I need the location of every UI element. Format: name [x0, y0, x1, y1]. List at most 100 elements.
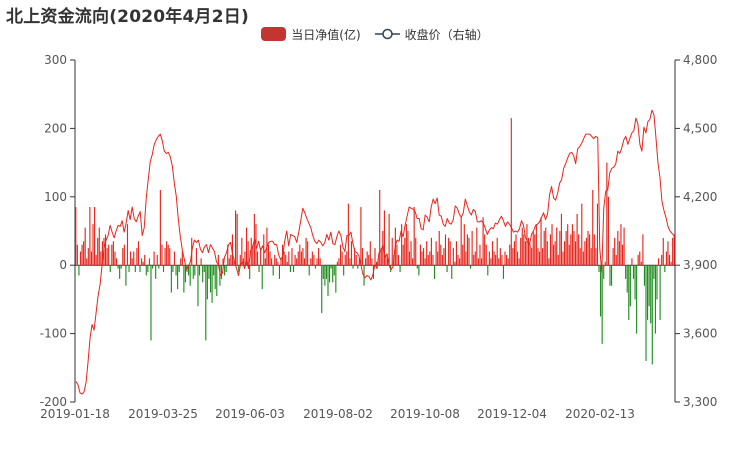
bar — [162, 265, 165, 273]
bar — [188, 265, 190, 276]
bar — [534, 234, 536, 266]
bar — [487, 265, 489, 276]
bar — [600, 265, 602, 317]
bar — [324, 265, 326, 286]
bar — [203, 265, 205, 273]
bar — [249, 265, 251, 279]
bar — [429, 251, 431, 266]
bar — [551, 224, 553, 266]
bar — [538, 251, 541, 266]
bar — [573, 231, 575, 266]
bar — [485, 244, 487, 266]
y-right-tick-label: 3,900 — [683, 258, 717, 272]
bar — [521, 227, 523, 266]
x-tick-label: 2019-06-03 — [215, 407, 285, 421]
bar — [532, 231, 534, 266]
y-right-tick-label: 4,800 — [683, 53, 717, 67]
x-tick-label: 2019-08-02 — [303, 407, 373, 421]
bar — [206, 265, 208, 300]
bar — [136, 248, 138, 266]
bar — [523, 234, 525, 266]
bar — [446, 265, 448, 273]
bar — [97, 237, 99, 266]
bar — [272, 265, 274, 276]
bar — [321, 265, 323, 314]
bar — [662, 237, 664, 266]
bar — [346, 251, 348, 266]
bar — [576, 213, 578, 266]
bar — [465, 251, 467, 266]
bar — [637, 254, 639, 266]
bar — [404, 237, 406, 266]
bar — [222, 258, 224, 266]
bar — [527, 237, 530, 266]
bar — [402, 244, 404, 266]
bar — [211, 265, 213, 303]
bar — [452, 248, 454, 266]
bar — [510, 118, 512, 266]
bar — [382, 231, 384, 266]
bar — [490, 258, 492, 266]
y-left-tick-label: 100 — [44, 190, 67, 204]
bar — [531, 248, 533, 266]
bar — [405, 224, 407, 266]
bar — [239, 254, 241, 266]
bar — [610, 265, 613, 286]
bar — [601, 265, 603, 344]
bar — [314, 265, 317, 269]
bar — [607, 196, 609, 266]
bar — [506, 254, 508, 266]
legend-item-net-value[interactable]: 当日净值(亿) — [261, 26, 361, 43]
bar — [86, 258, 88, 266]
bar — [366, 251, 368, 266]
bar — [123, 244, 125, 266]
bar — [553, 244, 555, 266]
bar — [161, 244, 163, 266]
bar — [339, 244, 342, 266]
bar — [645, 265, 647, 361]
bar — [416, 265, 418, 269]
bar — [518, 258, 520, 266]
bar — [433, 265, 436, 279]
bar — [501, 254, 503, 266]
bar — [349, 258, 351, 266]
bar — [415, 237, 417, 266]
bar — [122, 248, 124, 266]
bar — [512, 248, 514, 266]
bar — [479, 244, 481, 266]
bar — [653, 265, 655, 279]
x-tick-label: 2020-02-13 — [565, 407, 635, 421]
bar — [410, 241, 412, 266]
bar — [568, 244, 570, 266]
y-left-tick-label: 300 — [44, 53, 67, 67]
bar — [509, 244, 511, 266]
bar — [233, 258, 235, 266]
bar — [217, 254, 219, 266]
x-tick-label: 2019-10-08 — [390, 407, 460, 421]
bar — [183, 265, 185, 293]
bar — [579, 248, 581, 266]
legend-item-close-price[interactable]: 收盘价（右轴） — [374, 26, 489, 43]
bar — [668, 254, 671, 266]
bar — [455, 241, 458, 266]
bar — [368, 254, 370, 266]
bar — [354, 248, 356, 266]
chart-title: 北上资金流向(2020年4月2日) — [6, 7, 249, 27]
bar — [365, 258, 367, 266]
bar — [192, 265, 194, 279]
y-right-tick-label: 4,200 — [683, 190, 717, 204]
bar — [292, 265, 295, 273]
bar — [623, 227, 625, 266]
bar — [615, 254, 617, 266]
bar — [606, 162, 608, 266]
bar — [319, 258, 321, 266]
bar — [443, 248, 445, 266]
legend-label-net-value: 当日净值(亿) — [291, 27, 361, 42]
bar — [369, 241, 371, 266]
bar — [216, 265, 218, 296]
bar — [639, 251, 641, 266]
bar — [291, 248, 293, 266]
bar — [596, 203, 599, 266]
y-left-tick-label: -100 — [40, 327, 67, 341]
bar — [225, 265, 227, 273]
